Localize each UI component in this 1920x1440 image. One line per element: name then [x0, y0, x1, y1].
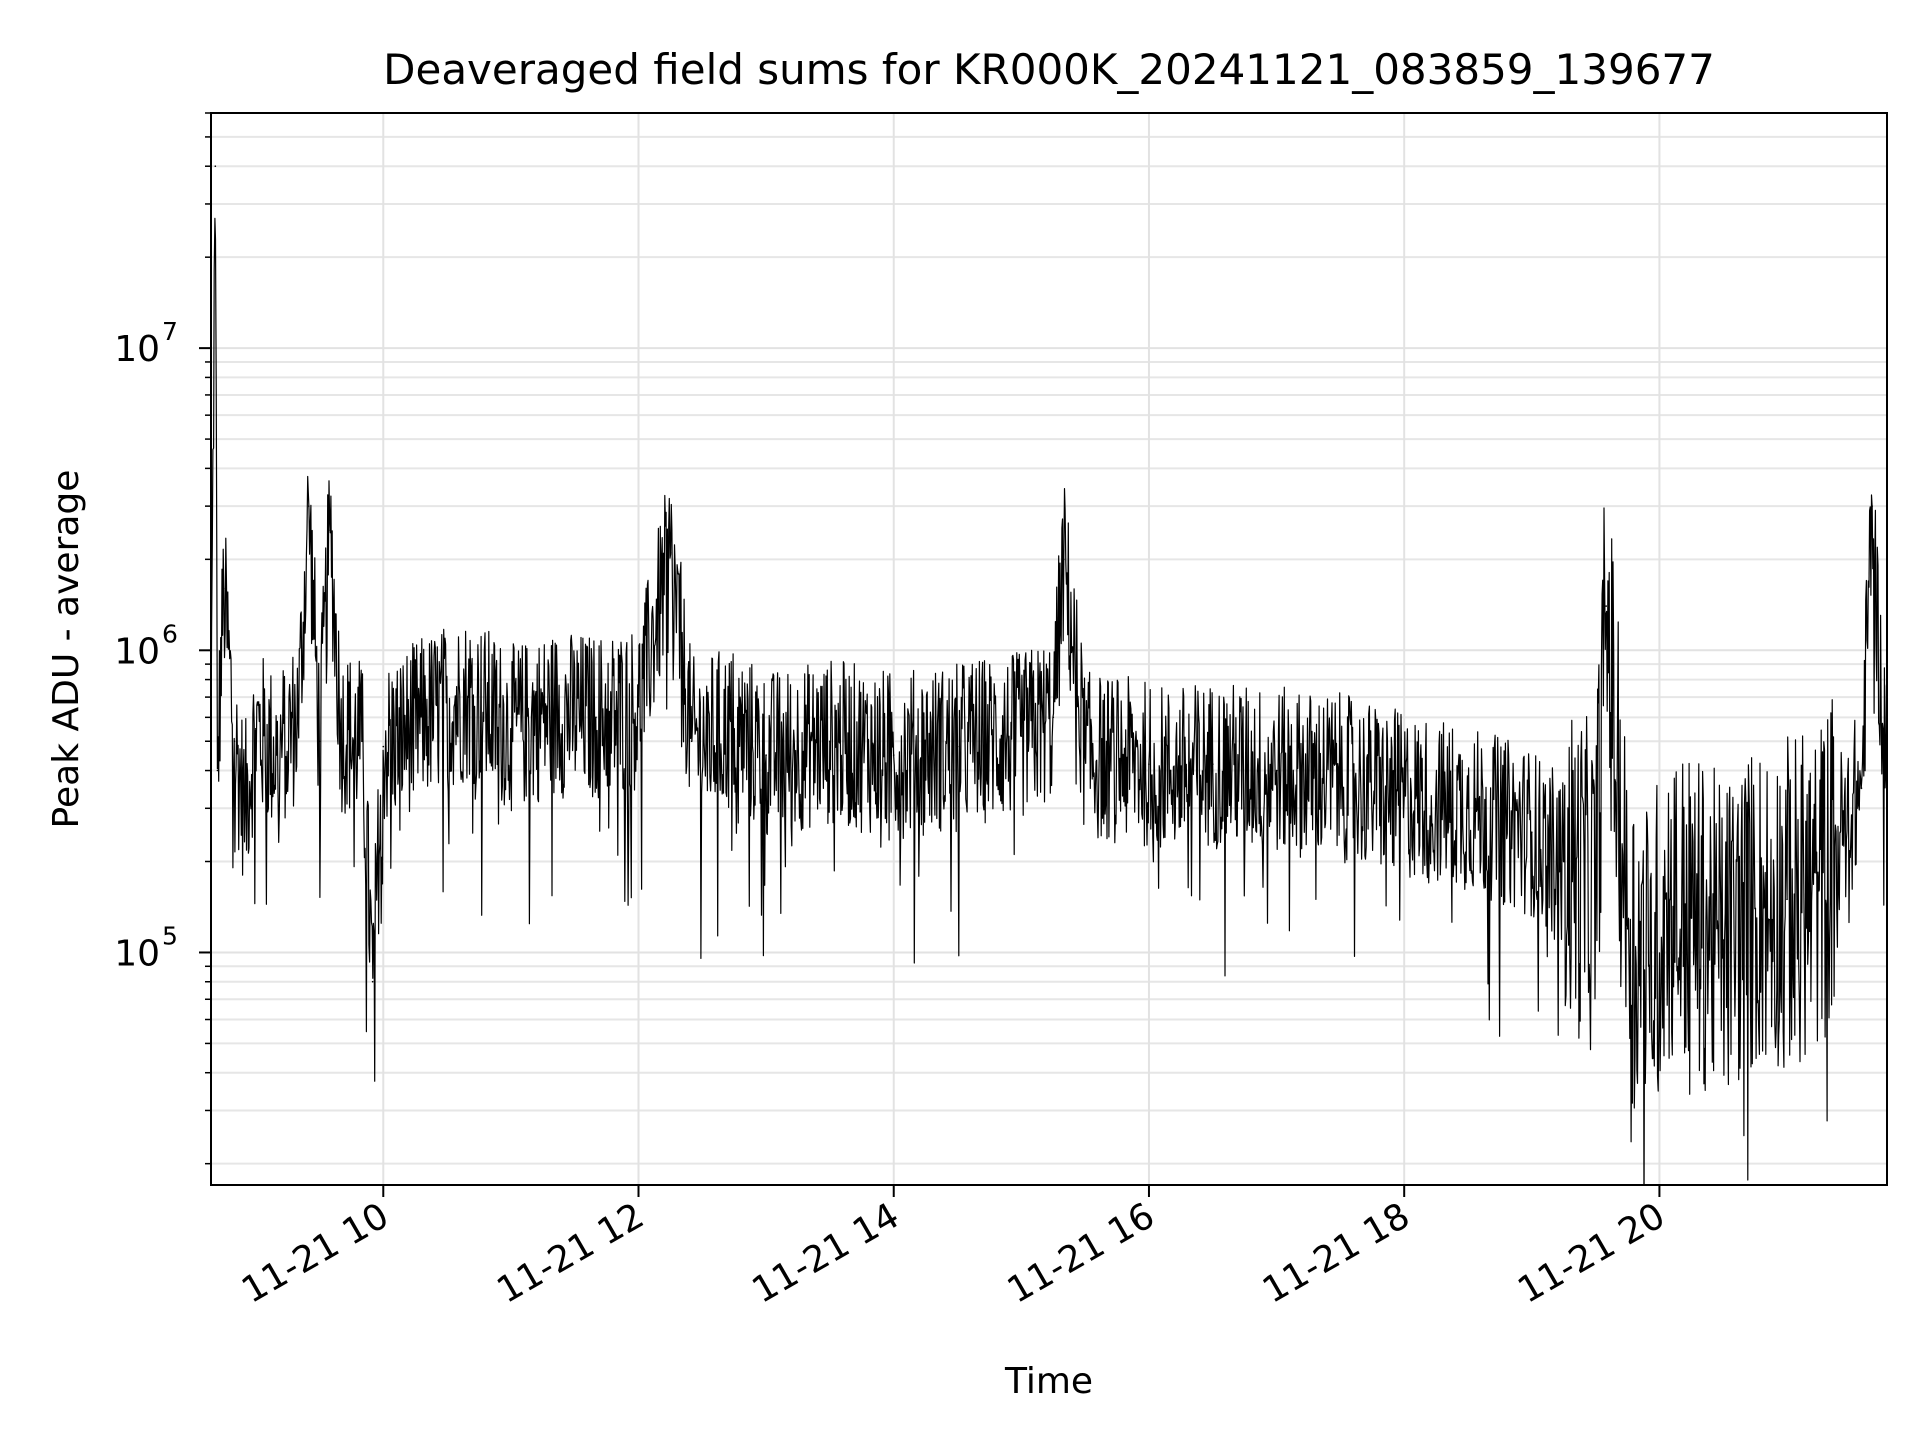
- data-point: [371, 980, 374, 983]
- data-point: [1871, 505, 1873, 507]
- data-point: [223, 587, 225, 590]
- data-point: [1339, 776, 1342, 779]
- data-point: [214, 165, 217, 167]
- data-point: [329, 529, 331, 531]
- data-point: [595, 716, 597, 719]
- data-point: [425, 716, 427, 719]
- data-point: [308, 505, 310, 507]
- data-point: [1626, 927, 1629, 930]
- data-point: [892, 754, 895, 756]
- chart-title: Deaveraged field sums for KR000K_2024112…: [383, 45, 1715, 94]
- y-tick-label: 10 7: [114, 317, 178, 370]
- data-point: [1531, 831, 1533, 833]
- plot-area: [211, 165, 1887, 1185]
- data-point: [297, 716, 300, 719]
- data-point: [1562, 860, 1565, 863]
- data-point: [690, 740, 693, 743]
- data-point: [510, 728, 512, 730]
- data-point: [1881, 728, 1884, 730]
- series-layer: [211, 165, 1887, 1185]
- data-point: [1275, 769, 1278, 772]
- y-tick-exponent: 7: [162, 317, 178, 346]
- y-tick-exponent: 5: [162, 921, 178, 950]
- data-point: [1690, 917, 1693, 919]
- data-point: [1169, 769, 1171, 772]
- data-point: [967, 740, 969, 743]
- y-tick-label: 10 5: [114, 921, 178, 974]
- y-tick-label: 10 6: [114, 619, 178, 672]
- data-point: [1648, 965, 1650, 968]
- data-point: [1403, 795, 1405, 797]
- data-point: [552, 712, 555, 714]
- y-tick-exponent: 6: [162, 619, 178, 648]
- data-point: [829, 740, 831, 743]
- data-point: [1020, 735, 1023, 737]
- data-point: [1148, 763, 1150, 765]
- data-point: [339, 728, 342, 730]
- x-axis-label: Time: [1004, 1361, 1093, 1402]
- grid: [211, 112, 1887, 1185]
- data-point: [637, 706, 640, 708]
- data-point: [467, 696, 470, 698]
- y-tick-base: 10: [114, 631, 160, 672]
- data-point: [1839, 831, 1841, 833]
- series-line: [211, 217, 1887, 1185]
- data-point: [1722, 939, 1724, 941]
- data-point: [244, 807, 246, 810]
- y-axis-label: Peak ADU - average: [46, 470, 87, 829]
- data-point: [1594, 890, 1597, 892]
- data-point: [254, 728, 257, 730]
- data-point: [956, 745, 959, 748]
- data-point: [669, 552, 672, 554]
- data-point: [1063, 558, 1065, 561]
- data-point: [233, 740, 236, 743]
- y-tick-base: 10: [114, 933, 160, 974]
- data-point: [1084, 754, 1086, 756]
- data-point: [361, 740, 363, 743]
- data-point: [1860, 787, 1863, 789]
- data-point: [216, 769, 219, 772]
- y-tick-base: 10: [114, 329, 160, 370]
- data-point: [1818, 890, 1820, 892]
- data-point: [1669, 898, 1671, 901]
- data-point: [1212, 763, 1214, 765]
- data-point: [318, 740, 321, 743]
- data-point: [382, 745, 385, 748]
- data-point: [765, 754, 767, 756]
- data-point: [1786, 898, 1788, 901]
- data-point: [1754, 907, 1756, 910]
- plot-frame: [210, 112, 1888, 1186]
- data-point: [276, 754, 278, 756]
- data-point: [1052, 716, 1055, 719]
- data-point: [733, 728, 735, 730]
- data-point: [1605, 605, 1607, 607]
- data-point: [1467, 807, 1469, 810]
